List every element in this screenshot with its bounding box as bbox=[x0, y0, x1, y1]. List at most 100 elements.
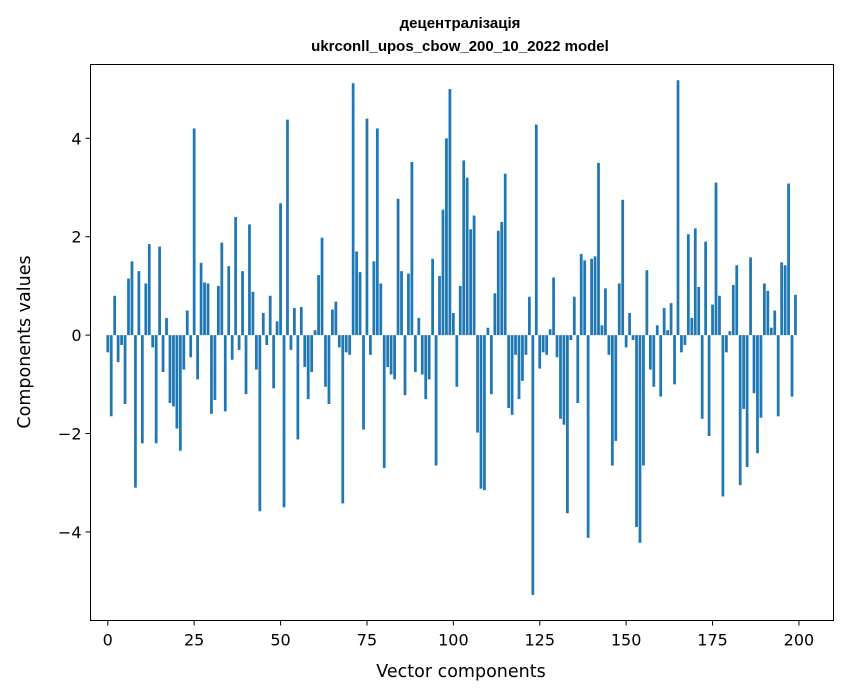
bar bbox=[541, 335, 545, 353]
bar bbox=[572, 296, 576, 336]
y-tick-label: 0 bbox=[71, 326, 81, 345]
bar bbox=[282, 335, 286, 508]
bar bbox=[313, 330, 317, 336]
bar bbox=[676, 80, 680, 336]
bar bbox=[655, 325, 659, 336]
bar bbox=[331, 309, 334, 336]
bar bbox=[628, 312, 631, 336]
x-tick-label: 100 bbox=[438, 631, 469, 650]
bar bbox=[375, 128, 379, 336]
bar bbox=[624, 335, 628, 348]
bar bbox=[693, 228, 697, 336]
bar bbox=[489, 335, 493, 395]
bar bbox=[417, 317, 421, 336]
bar bbox=[583, 260, 587, 336]
bar bbox=[604, 288, 607, 336]
bar bbox=[341, 335, 345, 504]
bar bbox=[769, 327, 773, 336]
bar bbox=[756, 335, 759, 454]
bar bbox=[700, 335, 704, 419]
bar bbox=[227, 266, 231, 336]
bar bbox=[189, 335, 193, 358]
bar bbox=[621, 199, 625, 336]
bar bbox=[403, 335, 407, 396]
bar bbox=[296, 335, 300, 440]
bar bbox=[413, 335, 417, 373]
bar bbox=[728, 331, 732, 336]
bar bbox=[358, 272, 362, 336]
bar bbox=[237, 335, 241, 350]
chart-title: децентралізація bbox=[400, 15, 521, 32]
bar bbox=[154, 335, 158, 444]
x-axis-ticks: 0 25 50 75 100 125 150 175 200 bbox=[103, 620, 814, 650]
bar bbox=[735, 265, 739, 336]
bar bbox=[220, 242, 224, 336]
bar bbox=[438, 276, 441, 336]
bar bbox=[486, 327, 490, 336]
bar bbox=[707, 335, 711, 436]
bar bbox=[420, 335, 424, 375]
bar bbox=[248, 224, 251, 336]
bar bbox=[216, 285, 220, 336]
bar bbox=[507, 335, 511, 408]
bar bbox=[766, 290, 770, 336]
bar bbox=[144, 283, 148, 336]
bar bbox=[123, 335, 127, 404]
y-tick-label: −4 bbox=[58, 523, 82, 542]
bar bbox=[548, 329, 552, 336]
x-axis-label: Vector components bbox=[376, 662, 545, 682]
bar bbox=[559, 335, 562, 419]
bar bbox=[137, 271, 141, 336]
bar bbox=[669, 303, 673, 336]
bar bbox=[458, 285, 462, 336]
bar bbox=[320, 237, 324, 336]
bar bbox=[165, 317, 168, 336]
bar bbox=[427, 335, 431, 380]
bar bbox=[752, 335, 756, 394]
bar bbox=[600, 325, 604, 336]
bar bbox=[704, 241, 708, 336]
bar bbox=[351, 83, 355, 336]
bar bbox=[517, 335, 521, 400]
bar bbox=[617, 283, 621, 336]
bar bbox=[510, 335, 514, 415]
bar bbox=[389, 335, 393, 375]
bar bbox=[645, 270, 649, 336]
bar bbox=[372, 261, 376, 336]
bar bbox=[158, 246, 161, 336]
bar bbox=[503, 173, 507, 336]
bar bbox=[479, 335, 483, 489]
bar bbox=[230, 335, 234, 360]
bar bbox=[355, 251, 358, 336]
bar bbox=[434, 335, 438, 466]
bar bbox=[223, 335, 227, 412]
bar bbox=[268, 295, 272, 336]
bar bbox=[742, 335, 746, 409]
bar bbox=[614, 335, 618, 441]
bar bbox=[379, 283, 383, 336]
bar bbox=[776, 335, 780, 417]
bar bbox=[562, 335, 566, 425]
bar bbox=[659, 335, 663, 397]
bar bbox=[241, 271, 244, 336]
bar bbox=[631, 335, 635, 341]
bar bbox=[344, 335, 348, 353]
bar bbox=[178, 335, 182, 451]
bar bbox=[718, 295, 721, 336]
bar bbox=[255, 335, 258, 370]
bar bbox=[724, 335, 728, 353]
plot-frame bbox=[90, 64, 834, 621]
bar bbox=[441, 209, 445, 336]
bar bbox=[362, 335, 365, 430]
bar bbox=[538, 335, 542, 369]
bar bbox=[140, 335, 144, 444]
bar bbox=[607, 335, 611, 355]
x-tick-label: 150 bbox=[611, 631, 642, 650]
bar bbox=[337, 335, 341, 348]
bar bbox=[794, 294, 797, 336]
bar bbox=[265, 335, 269, 345]
bar bbox=[635, 335, 638, 528]
bar bbox=[348, 335, 352, 355]
bar bbox=[210, 335, 213, 414]
